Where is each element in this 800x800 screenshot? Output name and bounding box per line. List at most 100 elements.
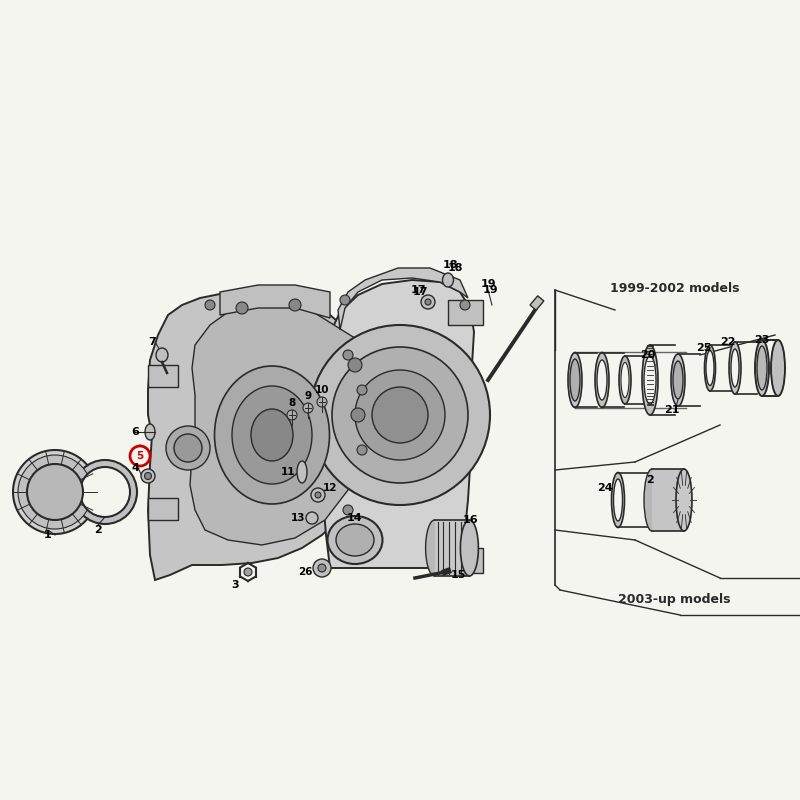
Ellipse shape — [642, 345, 658, 415]
Text: 22: 22 — [720, 337, 736, 347]
Circle shape — [145, 473, 151, 479]
Circle shape — [357, 385, 367, 395]
Circle shape — [421, 295, 435, 309]
Ellipse shape — [621, 362, 629, 398]
Text: 24: 24 — [597, 483, 613, 493]
Circle shape — [457, 535, 467, 545]
Text: 11: 11 — [281, 467, 295, 477]
Text: 18: 18 — [442, 260, 458, 270]
Ellipse shape — [771, 340, 785, 396]
Bar — [530, 296, 544, 310]
Ellipse shape — [755, 340, 769, 396]
Ellipse shape — [145, 424, 155, 440]
Text: 2: 2 — [646, 475, 654, 485]
Text: 4: 4 — [131, 463, 139, 473]
Text: 12: 12 — [322, 483, 338, 493]
Text: 18: 18 — [447, 263, 462, 273]
Circle shape — [73, 460, 137, 524]
Text: 23: 23 — [754, 335, 770, 345]
Ellipse shape — [570, 359, 580, 401]
Text: 16: 16 — [462, 515, 478, 525]
Ellipse shape — [611, 473, 625, 527]
Text: 21: 21 — [664, 405, 680, 415]
Text: 17: 17 — [412, 287, 428, 297]
Ellipse shape — [327, 516, 382, 564]
Circle shape — [460, 300, 470, 310]
Ellipse shape — [297, 461, 307, 483]
Circle shape — [340, 540, 350, 550]
Ellipse shape — [614, 479, 622, 521]
Bar — [652, 469, 684, 531]
Text: 6: 6 — [131, 427, 139, 437]
Polygon shape — [220, 285, 330, 318]
Text: 19: 19 — [480, 279, 496, 289]
Text: 20: 20 — [640, 350, 656, 360]
Ellipse shape — [673, 361, 683, 399]
Circle shape — [80, 467, 130, 517]
Text: 2: 2 — [94, 525, 102, 535]
Circle shape — [348, 358, 362, 372]
Circle shape — [13, 450, 97, 534]
Circle shape — [372, 387, 428, 443]
Bar — [448, 300, 483, 325]
Circle shape — [311, 488, 325, 502]
Ellipse shape — [232, 386, 312, 484]
Circle shape — [287, 410, 297, 420]
Bar — [434, 520, 470, 576]
Circle shape — [18, 455, 92, 529]
Circle shape — [306, 512, 318, 524]
Text: 17: 17 — [410, 285, 426, 295]
Circle shape — [332, 347, 468, 483]
Circle shape — [205, 300, 215, 310]
Circle shape — [318, 564, 326, 572]
Ellipse shape — [671, 354, 685, 406]
Ellipse shape — [426, 520, 443, 576]
Circle shape — [289, 299, 301, 311]
Bar — [148, 365, 178, 387]
Text: 9: 9 — [305, 391, 311, 401]
Circle shape — [343, 350, 353, 360]
Text: 7: 7 — [148, 337, 156, 347]
Ellipse shape — [731, 349, 739, 387]
Text: 1999-2002 models: 1999-2002 models — [610, 282, 739, 294]
Ellipse shape — [214, 366, 330, 504]
Circle shape — [174, 434, 202, 462]
Circle shape — [340, 295, 350, 305]
Ellipse shape — [156, 348, 168, 362]
Polygon shape — [190, 302, 365, 545]
Circle shape — [303, 403, 313, 413]
Ellipse shape — [705, 345, 715, 391]
Text: 8: 8 — [288, 398, 296, 408]
Circle shape — [244, 568, 252, 576]
Text: 10: 10 — [314, 385, 330, 395]
Circle shape — [351, 408, 365, 422]
Circle shape — [313, 559, 331, 577]
Circle shape — [141, 469, 155, 483]
Circle shape — [236, 302, 248, 314]
Text: 13: 13 — [290, 513, 306, 523]
Text: 26: 26 — [298, 567, 312, 577]
Text: 14: 14 — [347, 513, 363, 523]
Circle shape — [355, 370, 445, 460]
Ellipse shape — [442, 273, 454, 287]
Ellipse shape — [644, 469, 660, 531]
Circle shape — [166, 426, 210, 470]
Polygon shape — [323, 280, 474, 568]
Ellipse shape — [595, 353, 609, 407]
Polygon shape — [338, 268, 468, 330]
Text: 2003-up models: 2003-up models — [618, 594, 730, 606]
Text: 5: 5 — [136, 451, 144, 461]
Ellipse shape — [461, 520, 478, 576]
Circle shape — [27, 464, 83, 520]
Ellipse shape — [644, 356, 656, 404]
Ellipse shape — [619, 356, 631, 404]
Text: 19: 19 — [482, 285, 498, 295]
Bar — [448, 548, 483, 573]
Text: 1: 1 — [44, 530, 52, 540]
Circle shape — [317, 397, 327, 407]
Bar — [148, 498, 178, 520]
Ellipse shape — [568, 353, 582, 407]
Ellipse shape — [729, 342, 741, 394]
Ellipse shape — [251, 409, 293, 461]
Ellipse shape — [757, 346, 767, 390]
